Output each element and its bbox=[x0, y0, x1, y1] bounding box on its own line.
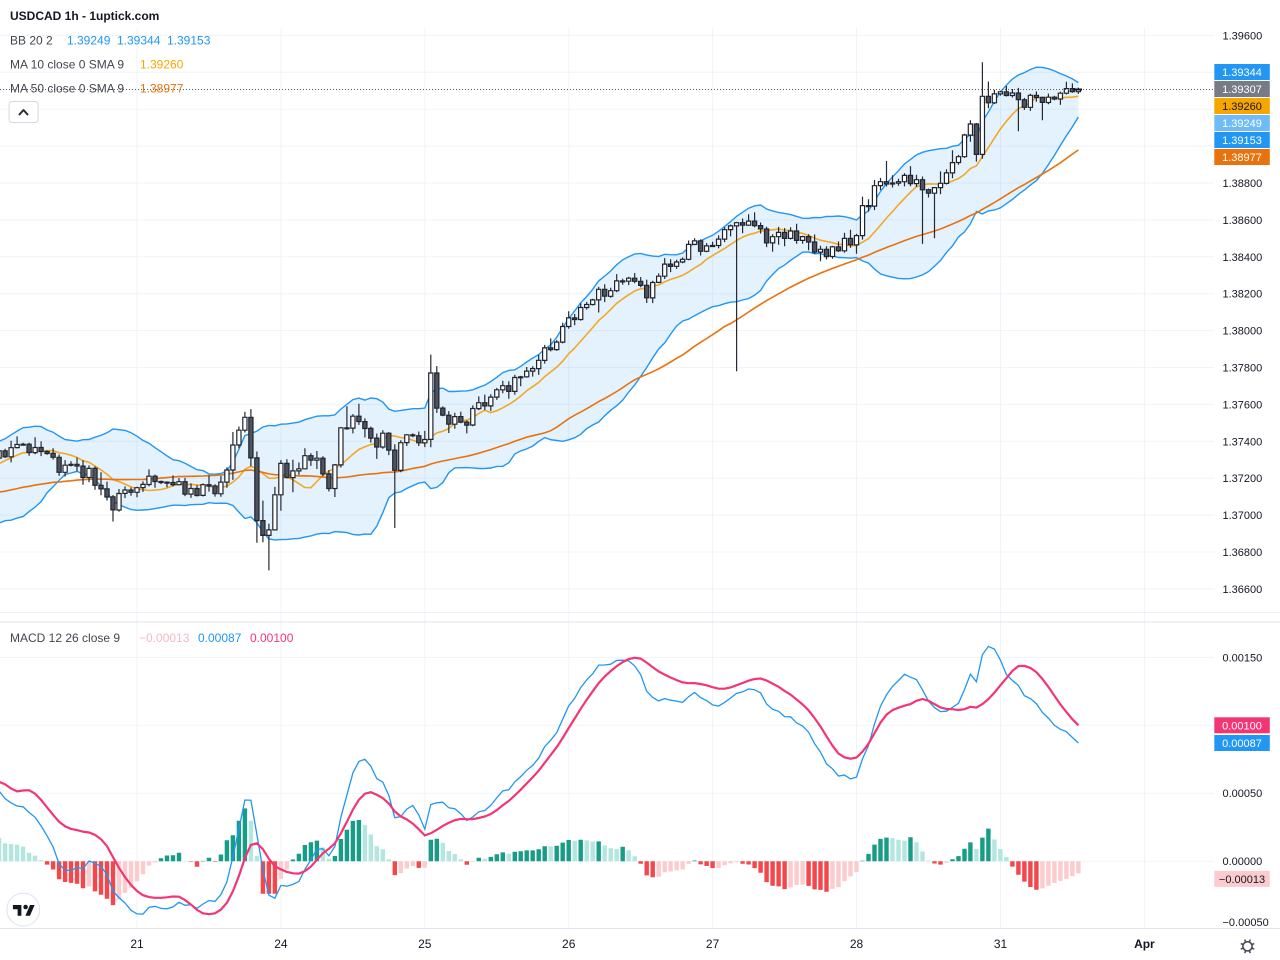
svg-text:26: 26 bbox=[562, 937, 576, 951]
svg-text:−0.00013: −0.00013 bbox=[1219, 874, 1265, 886]
svg-text:MA 50 close 0 SMA 9: MA 50 close 0 SMA 9 bbox=[10, 82, 124, 96]
svg-text:1.38600: 1.38600 bbox=[1223, 215, 1263, 227]
svg-text:31: 31 bbox=[994, 937, 1008, 951]
svg-text:1.39344: 1.39344 bbox=[1222, 67, 1262, 79]
svg-text:MACD 12 26 close 9: MACD 12 26 close 9 bbox=[10, 631, 120, 645]
svg-text:Apr: Apr bbox=[1134, 937, 1155, 951]
svg-text:1.38400: 1.38400 bbox=[1223, 252, 1263, 264]
svg-text:1.39344: 1.39344 bbox=[117, 34, 161, 48]
svg-text:1.39249: 1.39249 bbox=[67, 34, 111, 48]
svg-text:1.37200: 1.37200 bbox=[1223, 473, 1263, 485]
svg-text:1.38977: 1.38977 bbox=[140, 82, 184, 96]
svg-text:21: 21 bbox=[130, 937, 144, 951]
svg-text:1.39153: 1.39153 bbox=[1222, 135, 1262, 147]
svg-text:1.36800: 1.36800 bbox=[1223, 547, 1263, 559]
svg-text:27: 27 bbox=[706, 937, 720, 951]
svg-text:1.39600: 1.39600 bbox=[1223, 30, 1263, 42]
svg-text:USDCAD 1h - 1uptick.com: USDCAD 1h - 1uptick.com bbox=[10, 9, 159, 23]
svg-text:1.37800: 1.37800 bbox=[1223, 363, 1263, 375]
svg-text:−0.00013: −0.00013 bbox=[139, 631, 190, 645]
svg-text:1.39307: 1.39307 bbox=[1222, 84, 1262, 96]
svg-text:0.00150: 0.00150 bbox=[1223, 652, 1263, 664]
svg-text:1.39249: 1.39249 bbox=[1222, 118, 1262, 130]
svg-text:0.00100: 0.00100 bbox=[250, 631, 294, 645]
svg-text:−0.00050: −0.00050 bbox=[1223, 917, 1269, 929]
svg-text:1.38800: 1.38800 bbox=[1223, 178, 1263, 190]
svg-text:1.36600: 1.36600 bbox=[1223, 584, 1263, 596]
svg-text:MA 10 close 0 SMA 9: MA 10 close 0 SMA 9 bbox=[10, 58, 124, 72]
svg-text:1.37000: 1.37000 bbox=[1223, 510, 1263, 522]
svg-text:1.38977: 1.38977 bbox=[1222, 152, 1262, 164]
svg-text:0.00050: 0.00050 bbox=[1223, 788, 1263, 800]
svg-text:1.39260: 1.39260 bbox=[140, 58, 184, 72]
svg-text:1.38200: 1.38200 bbox=[1223, 289, 1263, 301]
svg-text:0.00087: 0.00087 bbox=[198, 631, 242, 645]
svg-text:28: 28 bbox=[850, 937, 864, 951]
svg-text:1.37600: 1.37600 bbox=[1223, 399, 1263, 411]
svg-text:1.39260: 1.39260 bbox=[1222, 101, 1262, 113]
svg-text:1.38000: 1.38000 bbox=[1223, 326, 1263, 338]
svg-text:25: 25 bbox=[418, 937, 432, 951]
svg-text:1.37400: 1.37400 bbox=[1223, 436, 1263, 448]
svg-text:1.39153: 1.39153 bbox=[167, 34, 211, 48]
svg-text:BB 20 2: BB 20 2 bbox=[10, 34, 53, 48]
svg-text:0.00087: 0.00087 bbox=[1222, 738, 1262, 750]
svg-text:24: 24 bbox=[274, 937, 288, 951]
svg-text:0.00000: 0.00000 bbox=[1223, 856, 1263, 868]
svg-text:0.00100: 0.00100 bbox=[1222, 720, 1262, 732]
